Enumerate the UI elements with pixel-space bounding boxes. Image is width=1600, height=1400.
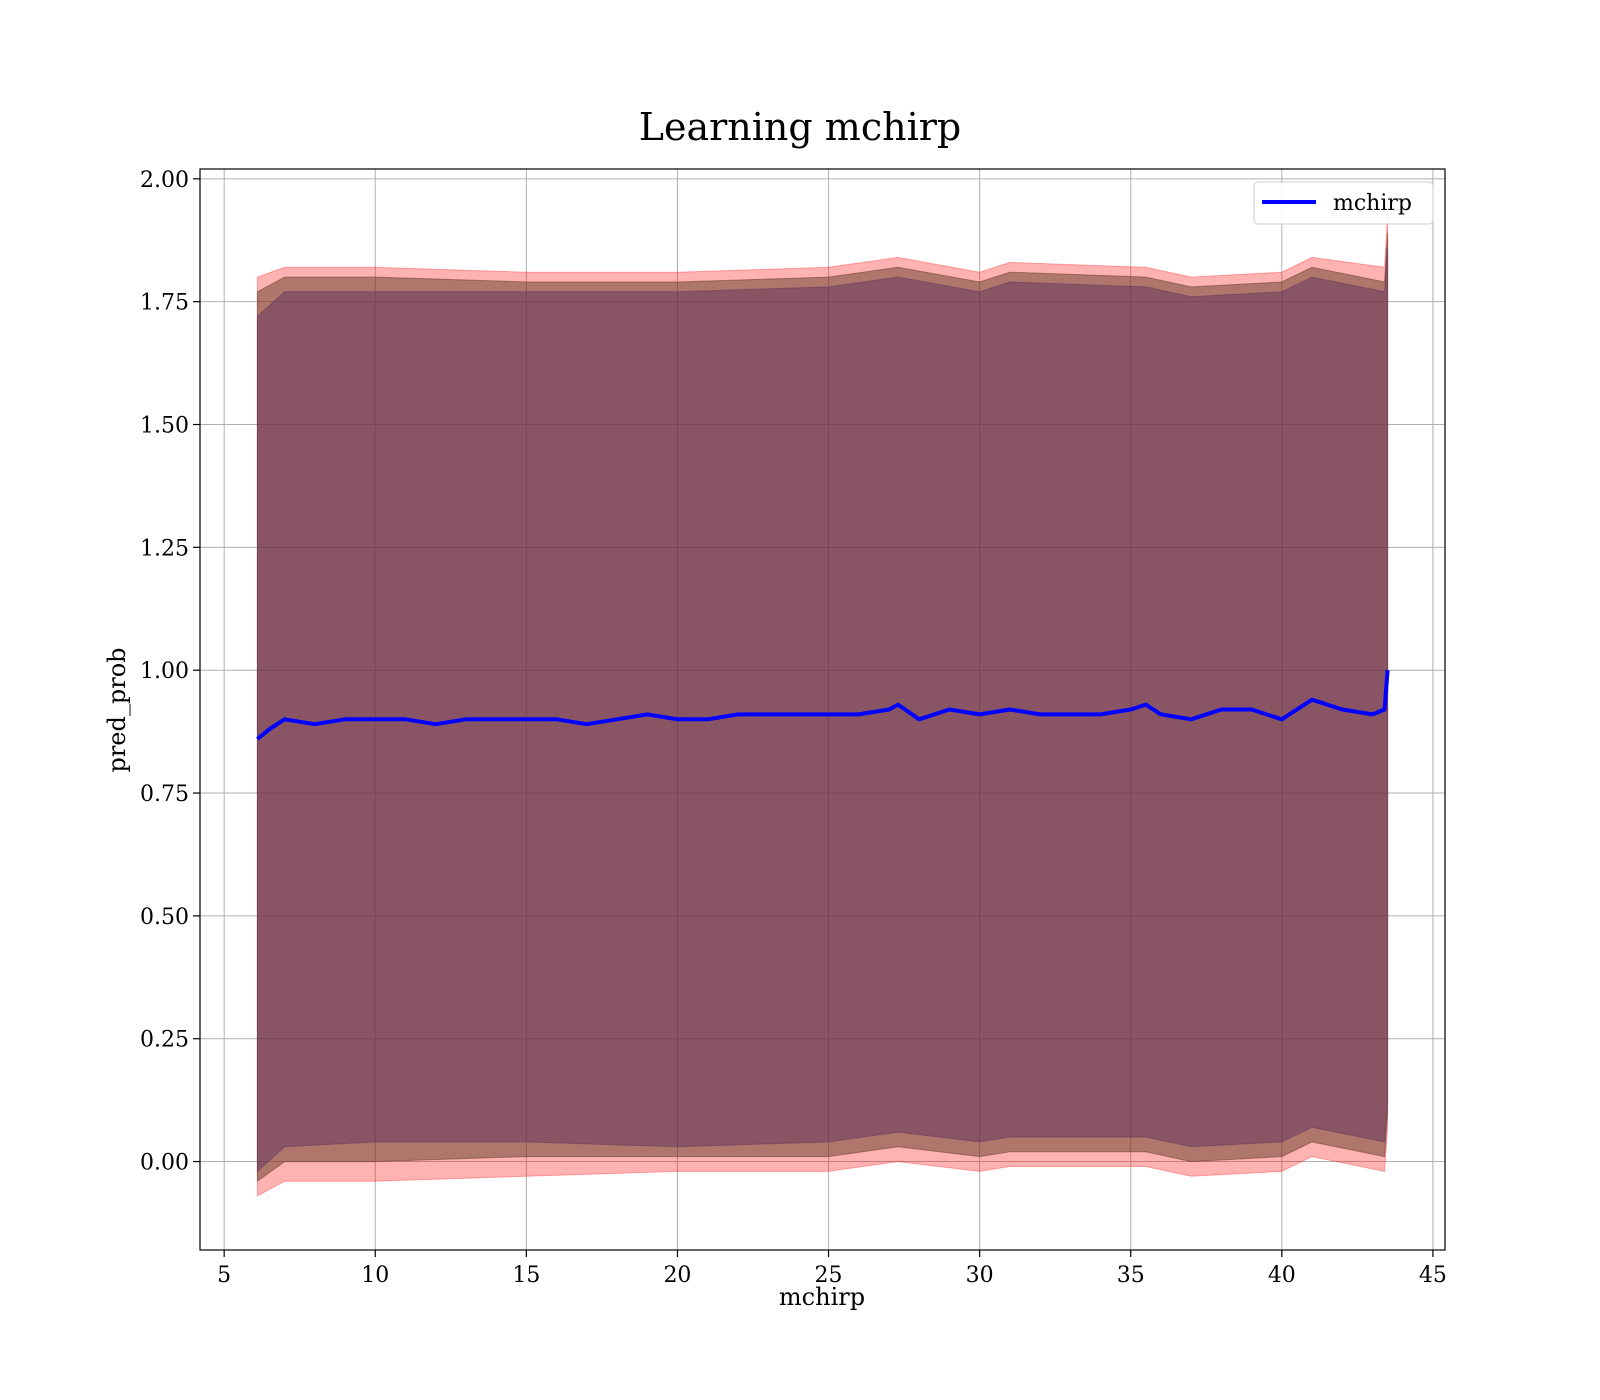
y-tick-label: 0.00 (140, 1151, 189, 1176)
series-line (256, 670, 1390, 741)
legend-label: mchirp (1333, 191, 1412, 216)
y-tick-label: 1.00 (140, 659, 189, 684)
y-tick-label: 1.50 (140, 414, 189, 439)
x-axis-label: mchirp (779, 1283, 865, 1311)
legend-box (1253, 181, 1434, 225)
y-tick-label: 2.00 (140, 168, 189, 193)
y-tick-label: 0.50 (140, 905, 189, 930)
confidence-band (256, 232, 1389, 1183)
x-tick-label: 10 (361, 1263, 389, 1288)
confidence-bands (256, 213, 1389, 1197)
x-ticks: 5 10 15 20 25 30 35 40 45 (217, 1250, 1447, 1288)
y-tick-label: 1.25 (140, 536, 189, 561)
y-axis-label: pred_prob (103, 647, 131, 772)
x-tick-label: 5 (217, 1263, 231, 1288)
x-tick-label: 20 (663, 1263, 691, 1288)
confidence-band (256, 247, 1389, 1173)
y-tick-label: 0.25 (140, 1028, 189, 1053)
legend: mchirp (1253, 181, 1434, 225)
x-tick-label: 25 (815, 1263, 843, 1288)
chart-title: Learning mchirp (639, 105, 961, 149)
plot-frame (199, 168, 1446, 1251)
x-tick-label: 15 (512, 1263, 540, 1288)
series-lines (256, 670, 1390, 741)
y-tick-label: 1.75 (140, 291, 189, 316)
y-ticks: 0.00 0.25 0.50 0.75 1.00 1.25 1.50 1.75 2.00 (140, 168, 200, 1176)
x-tick-label: 30 (966, 1263, 994, 1288)
y-tick-label: 0.75 (140, 782, 189, 807)
x-tick-label: 45 (1419, 1263, 1447, 1288)
x-tick-label: 40 (1268, 1263, 1296, 1288)
x-tick-label: 35 (1117, 1263, 1145, 1288)
